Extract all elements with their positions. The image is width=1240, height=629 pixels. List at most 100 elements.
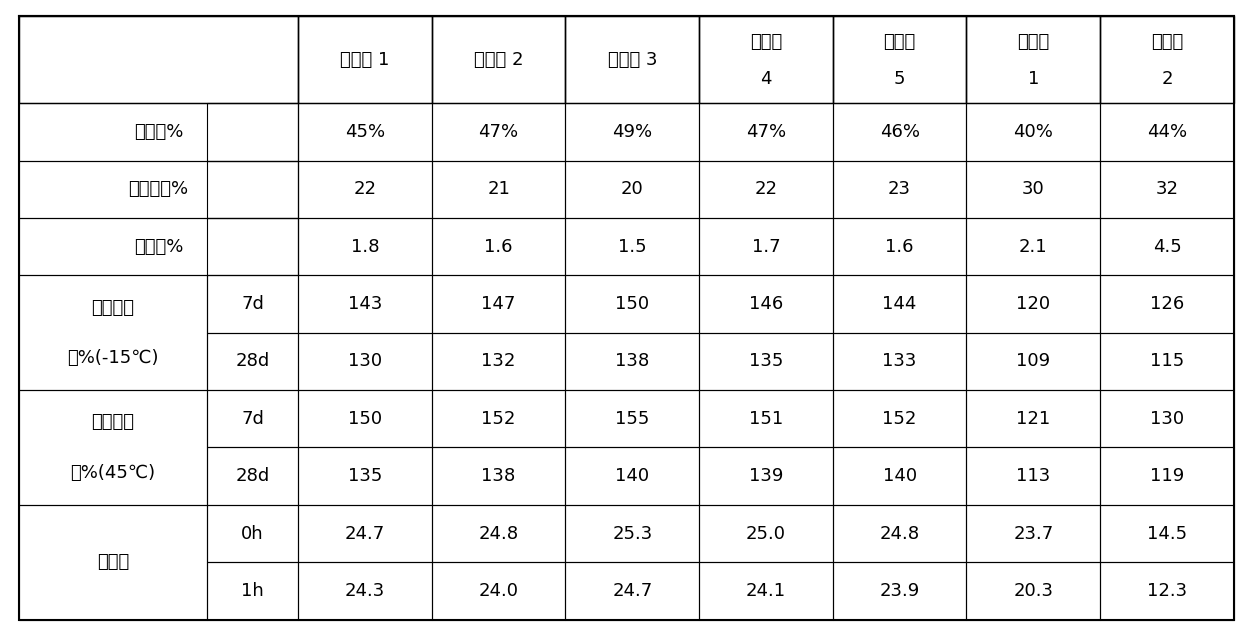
Bar — [966, 160, 1100, 218]
Text: 151: 151 — [749, 409, 784, 428]
Text: 109: 109 — [1017, 352, 1050, 370]
Bar — [432, 103, 565, 160]
Bar — [966, 16, 1100, 103]
Bar — [833, 103, 966, 160]
Text: 实施例 3: 实施例 3 — [608, 50, 657, 69]
Text: 14.5: 14.5 — [1147, 525, 1187, 543]
Text: 133: 133 — [883, 352, 916, 370]
Bar — [833, 218, 966, 276]
Text: 152: 152 — [883, 409, 916, 428]
Text: 155: 155 — [615, 409, 650, 428]
Bar — [298, 276, 432, 333]
Text: 30: 30 — [1022, 181, 1044, 198]
Text: 20.3: 20.3 — [1013, 582, 1053, 600]
Bar — [565, 103, 699, 160]
Text: 21: 21 — [487, 181, 510, 198]
Text: 139: 139 — [749, 467, 784, 485]
Text: 152: 152 — [481, 409, 516, 428]
Bar — [19, 218, 298, 276]
Text: 45%: 45% — [345, 123, 384, 141]
Text: 130: 130 — [1149, 409, 1184, 428]
Bar — [699, 160, 833, 218]
Bar — [1100, 103, 1234, 160]
Text: 138: 138 — [481, 467, 516, 485]
Text: 113: 113 — [1016, 467, 1050, 485]
Text: 44%: 44% — [1147, 123, 1187, 141]
Text: 抗压强度: 抗压强度 — [92, 299, 134, 316]
Text: 泌水率比%: 泌水率比% — [128, 181, 188, 198]
Bar — [699, 447, 833, 505]
Bar — [565, 333, 699, 390]
Bar — [298, 218, 432, 276]
Bar — [966, 218, 1100, 276]
Bar — [19, 505, 207, 620]
Bar — [298, 447, 432, 505]
Bar — [1100, 16, 1234, 103]
Bar — [565, 218, 699, 276]
Text: 对比例: 对比例 — [1017, 33, 1049, 51]
Text: 146: 146 — [749, 295, 784, 313]
Bar — [298, 103, 432, 160]
Bar — [1100, 218, 1234, 276]
Bar — [432, 390, 565, 447]
Bar — [432, 160, 565, 218]
Text: 1: 1 — [1028, 70, 1039, 88]
Text: 138: 138 — [615, 352, 650, 370]
Text: 120: 120 — [1017, 295, 1050, 313]
Bar — [966, 562, 1100, 620]
Text: 4.5: 4.5 — [1153, 238, 1182, 256]
Text: 23.7: 23.7 — [1013, 525, 1054, 543]
Bar — [298, 160, 432, 218]
Text: 比%(45℃): 比%(45℃) — [71, 464, 155, 482]
Bar — [1100, 562, 1234, 620]
Text: 比%(-15℃): 比%(-15℃) — [67, 349, 159, 367]
Text: 实施例: 实施例 — [750, 33, 782, 51]
Text: 126: 126 — [1149, 295, 1184, 313]
Bar — [833, 505, 966, 562]
Text: 22: 22 — [353, 181, 377, 198]
Bar — [699, 16, 833, 103]
Text: 1.6: 1.6 — [885, 238, 914, 256]
Text: 5: 5 — [894, 70, 905, 88]
Text: 2: 2 — [1161, 70, 1173, 88]
Text: 24.0: 24.0 — [479, 582, 518, 600]
Text: 0h: 0h — [242, 525, 264, 543]
Bar — [207, 160, 298, 218]
Text: 减水率%: 减水率% — [134, 123, 184, 141]
Text: 4: 4 — [760, 70, 771, 88]
Bar — [1100, 160, 1234, 218]
Bar — [565, 276, 699, 333]
Bar — [19, 160, 298, 218]
Bar — [565, 16, 699, 103]
Bar — [833, 562, 966, 620]
Text: 7d: 7d — [241, 409, 264, 428]
Bar — [833, 390, 966, 447]
Bar — [298, 562, 432, 620]
Bar — [833, 276, 966, 333]
Bar — [298, 505, 432, 562]
Text: 实施例: 实施例 — [883, 33, 916, 51]
Text: 24.7: 24.7 — [345, 525, 386, 543]
Text: 47%: 47% — [746, 123, 786, 141]
Text: 135: 135 — [347, 467, 382, 485]
Text: 24.7: 24.7 — [613, 582, 652, 600]
Bar — [432, 447, 565, 505]
Bar — [1100, 333, 1234, 390]
Text: 135: 135 — [749, 352, 784, 370]
Bar — [207, 447, 298, 505]
Text: 1h: 1h — [241, 582, 264, 600]
Text: 坑落度: 坑落度 — [97, 553, 129, 571]
Text: 24.8: 24.8 — [879, 525, 920, 543]
Bar — [1100, 505, 1234, 562]
Bar — [432, 16, 565, 103]
Text: 150: 150 — [348, 409, 382, 428]
Bar — [699, 505, 833, 562]
Bar — [432, 276, 565, 333]
Bar — [432, 562, 565, 620]
Text: 22: 22 — [754, 181, 777, 198]
Text: 46%: 46% — [879, 123, 920, 141]
Text: 28d: 28d — [236, 467, 269, 485]
Text: 47%: 47% — [479, 123, 518, 141]
Bar — [1100, 390, 1234, 447]
Bar — [207, 218, 298, 276]
